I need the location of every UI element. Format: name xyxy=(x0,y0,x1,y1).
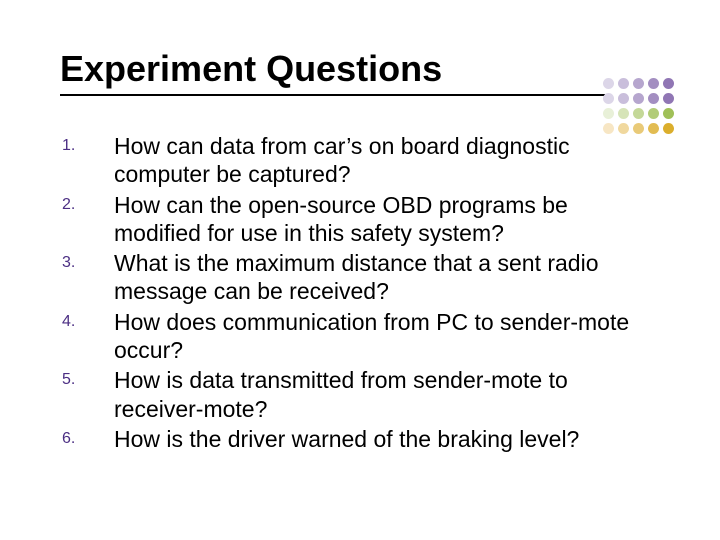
slide: Experiment Questions 1. How can data fro… xyxy=(0,0,720,540)
item-number: 4. xyxy=(60,308,114,331)
dot-icon xyxy=(618,93,629,104)
dot-icon xyxy=(618,123,629,134)
dot-icon xyxy=(663,123,674,134)
dot-icon xyxy=(633,123,644,134)
list-item: 4. How does communication from PC to sen… xyxy=(60,308,660,365)
item-number: 5. xyxy=(60,366,114,389)
item-number: 1. xyxy=(60,132,114,155)
dot-icon xyxy=(603,123,614,134)
item-number: 2. xyxy=(60,191,114,214)
dot-icon xyxy=(663,108,674,119)
item-text: How is data transmitted from sender-mote… xyxy=(114,366,660,423)
dot-icon xyxy=(633,78,644,89)
item-text: How is the driver warned of the braking … xyxy=(114,425,660,453)
dot-icon xyxy=(618,108,629,119)
question-list: 1. How can data from car’s on board diag… xyxy=(60,132,660,453)
decorative-dot-grid xyxy=(603,78,676,136)
item-text: How does communication from PC to sender… xyxy=(114,308,660,365)
dot-icon xyxy=(648,108,659,119)
item-text: What is the maximum distance that a sent… xyxy=(114,249,660,306)
dot-icon xyxy=(603,78,614,89)
item-number: 3. xyxy=(60,249,114,272)
item-text: How can data from car’s on board diagnos… xyxy=(114,132,660,189)
title-wrap: Experiment Questions xyxy=(60,48,660,90)
dot-icon xyxy=(648,123,659,134)
slide-title: Experiment Questions xyxy=(60,48,660,90)
title-underline xyxy=(60,94,605,96)
dot-icon xyxy=(633,93,644,104)
item-number: 6. xyxy=(60,425,114,448)
dot-icon xyxy=(663,78,674,89)
dot-icon xyxy=(618,78,629,89)
dot-icon xyxy=(633,108,644,119)
dot-icon xyxy=(603,93,614,104)
list-item: 2. How can the open-source OBD programs … xyxy=(60,191,660,248)
list-item: 1. How can data from car’s on board diag… xyxy=(60,132,660,189)
list-item: 5. How is data transmitted from sender-m… xyxy=(60,366,660,423)
list-item: 3. What is the maximum distance that a s… xyxy=(60,249,660,306)
dot-icon xyxy=(603,108,614,119)
dot-icon xyxy=(648,78,659,89)
item-text: How can the open-source OBD programs be … xyxy=(114,191,660,248)
dot-icon xyxy=(648,93,659,104)
dot-icon xyxy=(663,93,674,104)
list-item: 6. How is the driver warned of the braki… xyxy=(60,425,660,453)
